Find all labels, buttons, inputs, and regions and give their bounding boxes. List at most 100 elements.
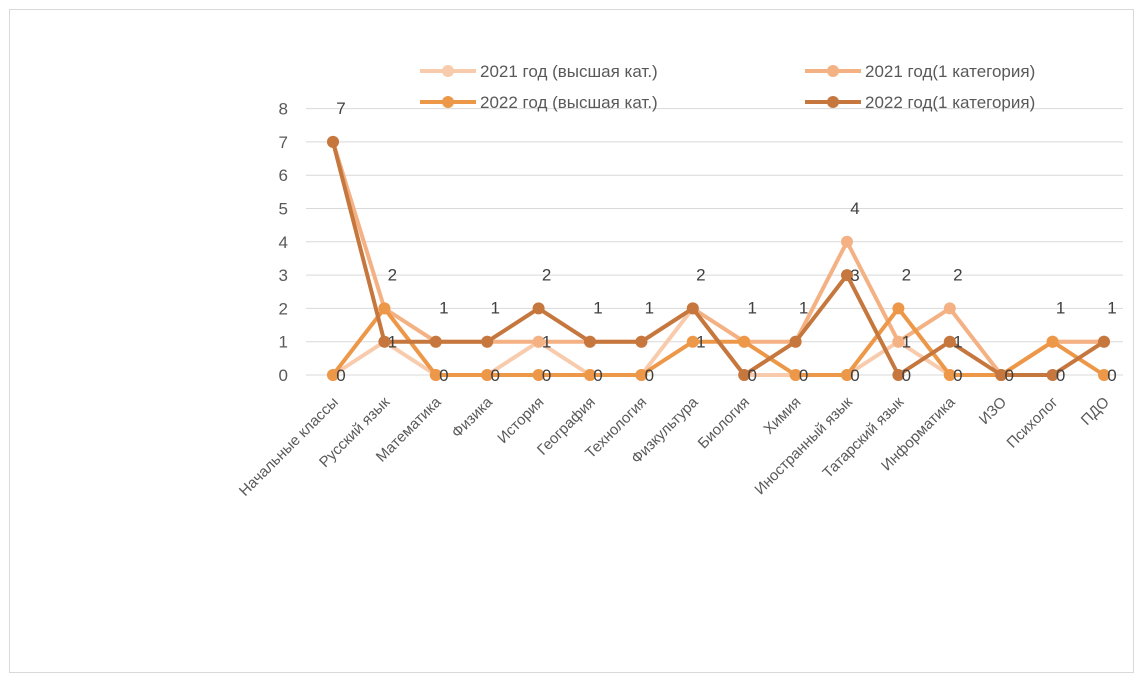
data-point (532, 302, 545, 315)
data-point (429, 335, 442, 348)
data-label: 1 (1107, 299, 1116, 318)
legend-label: 2021 год (высшая кат.) (480, 62, 658, 81)
y-tick-label: 3 (279, 266, 288, 285)
y-tick-label: 6 (279, 166, 288, 185)
data-label: 1 (490, 299, 499, 318)
legend: 2021 год (высшая кат.) 2021 год(1 категор… (420, 62, 1035, 112)
data-label: 2 (953, 265, 962, 284)
data-point (532, 369, 545, 381)
data-point (841, 235, 853, 248)
legend-label: 2022 год(1 категория) (865, 93, 1035, 112)
data-point (686, 302, 699, 315)
series-lines (327, 135, 1110, 381)
data-label: 2 (542, 265, 551, 284)
data-point (584, 335, 596, 348)
data-label: 0 (645, 366, 654, 385)
y-tick-label: 8 (279, 100, 288, 119)
data-label: 1 (1056, 299, 1065, 318)
x-category-label: История (494, 394, 547, 447)
data-label: 7 (336, 99, 345, 118)
data-label: 0 (490, 366, 499, 385)
data-point (995, 369, 1008, 381)
legend-label: 2022 год (высшая кат.) (480, 93, 658, 112)
data-label: 1 (696, 333, 705, 352)
data-point (789, 369, 802, 381)
x-category-label: Психолог (1004, 393, 1062, 451)
data-label: 0 (439, 366, 448, 385)
data-label: 2 (902, 265, 911, 284)
data-point (429, 369, 442, 381)
data-point (635, 369, 648, 381)
legend-entry: 2022 год (высшая кат.) (420, 93, 658, 112)
legend-marker (442, 65, 454, 77)
data-point (943, 369, 956, 381)
legend-entry: 2021 год (высшая кат.) (420, 62, 658, 81)
data-point (481, 369, 494, 381)
legend-entry: 2021 год(1 категория) (805, 62, 1035, 81)
data-label: 2 (696, 265, 705, 284)
data-point (532, 335, 545, 348)
legend-marker (827, 65, 839, 77)
x-category-label: Биология (695, 394, 753, 452)
data-label: 1 (902, 333, 911, 352)
x-category-label: Начальные классы (236, 394, 342, 500)
series-line (331, 141, 1106, 377)
y-tick-label: 5 (279, 200, 288, 219)
legend-label: 2021 год(1 категория) (865, 62, 1035, 81)
data-point (686, 335, 699, 348)
data-label: 0 (593, 366, 602, 385)
data-point (635, 335, 648, 348)
data-point (1046, 369, 1059, 381)
y-axis-ticks: 0 1 2 3 4 5 6 7 8 (279, 100, 288, 385)
data-point (943, 302, 956, 315)
data-label: 0 (1107, 366, 1116, 385)
data-point (584, 369, 596, 381)
series-4 (327, 135, 1110, 381)
y-tick-label: 0 (279, 366, 288, 385)
x-category-label: Иностранный язык (751, 393, 856, 498)
data-label: 0 (902, 366, 911, 385)
data-point (738, 369, 751, 381)
data-point (841, 369, 853, 381)
data-point (892, 369, 905, 381)
legend-marker (827, 96, 839, 108)
data-label: 0 (850, 366, 859, 385)
data-point (943, 335, 956, 348)
y-tick-label: 4 (279, 233, 288, 252)
x-category-label: ИЗО (976, 394, 1010, 428)
data-point (738, 335, 751, 348)
data-point (378, 302, 391, 315)
data-label: 0 (542, 366, 551, 385)
data-point (327, 369, 339, 381)
y-tick-label: 7 (279, 133, 288, 152)
data-labels: 0 7 2 1 1 0 1 0 2 1 0 1 0 1 0 2 1 1 0 1 0 4 3 0 2 1 0 2 1 0 0 1 0 1 0 (336, 99, 1116, 385)
data-point (327, 135, 339, 148)
x-category-label: ПДО (1078, 394, 1113, 429)
data-label: 0 (747, 366, 756, 385)
data-label: 1 (439, 299, 448, 318)
x-category-label: Физика (448, 393, 496, 441)
y-tick-label: 2 (279, 299, 288, 318)
data-label: 0 (336, 366, 345, 385)
x-category-label: Химия (760, 394, 804, 438)
data-label: 0 (1056, 366, 1065, 385)
data-point (378, 335, 391, 348)
data-label: 2 (388, 265, 397, 284)
data-label: 1 (799, 299, 808, 318)
y-tick-label: 1 (279, 333, 288, 352)
data-point (892, 302, 905, 315)
data-label: 1 (953, 333, 962, 352)
data-point (481, 335, 494, 348)
data-label: 3 (850, 266, 859, 285)
legend-entry: 2022 год(1 категория) (805, 93, 1035, 112)
data-label: 4 (850, 199, 859, 218)
data-label: 0 (799, 366, 808, 385)
data-label: 1 (388, 333, 397, 352)
legend-marker (442, 96, 454, 108)
data-label: 0 (1004, 366, 1013, 385)
data-label: 1 (747, 299, 756, 318)
data-point (1046, 335, 1059, 348)
data-point (789, 335, 802, 348)
